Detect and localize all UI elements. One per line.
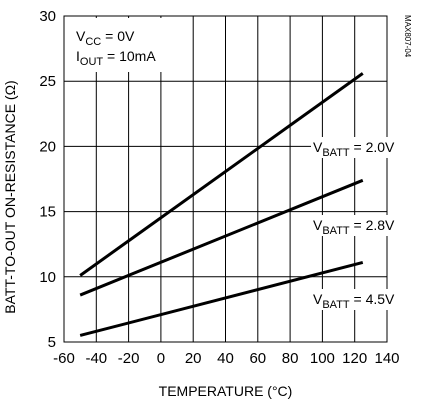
label-background <box>311 289 403 310</box>
plot-frame <box>63 15 388 343</box>
label-text: VBATT = 2.0V <box>313 139 395 159</box>
y-tick-label: 25 <box>39 73 56 90</box>
label-text: VBATT = 4.5V <box>313 291 395 311</box>
label-text: VCC = 0V <box>76 28 135 48</box>
line-labels: VBATT = 2.0V VBATT = 2.8V VBATT = 4.5V <box>311 137 403 311</box>
x-tick-label: 40 <box>217 350 234 367</box>
x-axis-title: TEMPERATURE (°C) <box>159 383 293 399</box>
series-line <box>79 72 364 277</box>
series-line <box>79 178 364 297</box>
y-tick-label: 10 <box>39 269 56 286</box>
y-axis-title: BATT-TO-OUT ON-RESISTANCE (Ω) <box>2 80 18 313</box>
figure-id: MAX807-04 <box>403 15 412 58</box>
x-tick-label: 140 <box>374 350 399 367</box>
x-tick-label: 100 <box>310 350 335 367</box>
x-tick-label: 20 <box>185 350 202 367</box>
x-tick-label: 80 <box>282 350 299 367</box>
x-tick-label: 60 <box>249 350 266 367</box>
x-tick-label: 120 <box>342 350 367 367</box>
label-text: VBATT = 2.8V <box>313 217 395 237</box>
tick-labels: -60 -40 -20 0 20 40 60 80 100 120 140 5 10 15 20 25 30 <box>39 8 399 367</box>
series-line <box>79 261 364 337</box>
conditions-background <box>66 18 170 72</box>
y-tick-label: 5 <box>48 334 56 351</box>
label-background <box>311 215 403 236</box>
y-tick-label: 20 <box>39 138 56 155</box>
series-layer <box>79 72 364 337</box>
x-tick-label: -60 <box>53 350 75 367</box>
x-tick-label: 0 <box>157 350 165 367</box>
label-text: IOUT = 10mA <box>76 48 156 68</box>
y-tick-label: 15 <box>39 204 56 221</box>
x-tick-label: -20 <box>118 350 140 367</box>
x-tick-label: -40 <box>85 350 107 367</box>
y-tick-label: 30 <box>39 8 56 25</box>
label-background <box>311 137 403 158</box>
